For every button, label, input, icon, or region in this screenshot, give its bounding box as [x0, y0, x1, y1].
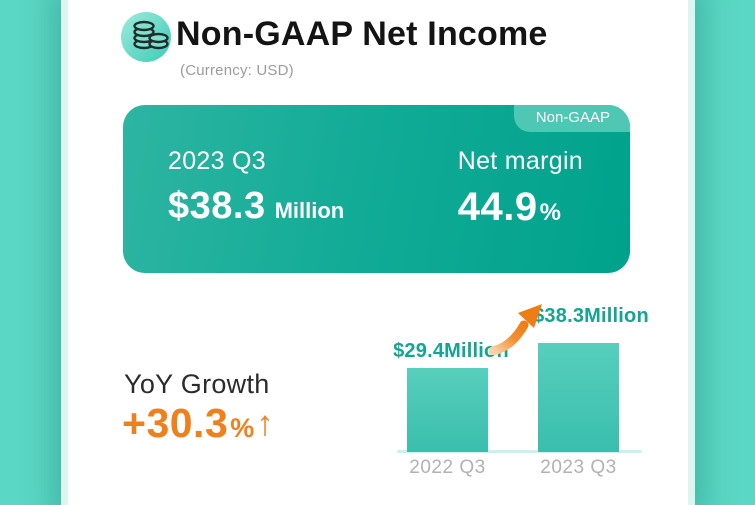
page-title: Non-GAAP Net Income — [176, 15, 548, 53]
yoy-growth-value: +30.3 % ↑ — [122, 400, 274, 447]
currency-note: (Currency: USD) — [180, 62, 294, 79]
margin-value: 44.9 — [457, 185, 538, 229]
income-value-row: $38.3 Million — [168, 185, 344, 228]
up-arrow-icon: ↑ — [256, 403, 274, 443]
margin-column: Net margin 44.9 % — [458, 147, 583, 230]
period-label: 2023 Q3 — [168, 147, 267, 175]
growth-trend-arrow-icon — [488, 301, 546, 360]
summary-columns: 2023 Q3 $38.3 Million Net margin 44.9 % — [123, 105, 630, 230]
income-unit: Million — [274, 198, 345, 223]
margin-value-row: 44.9 % — [458, 185, 583, 230]
margin-unit: % — [539, 199, 561, 226]
bar-value-label-2023: $38.3Million — [533, 305, 649, 327]
growth-percent-sign: % — [230, 413, 255, 443]
coins-icon — [120, 11, 172, 63]
content-card: Non-GAAP Net Income (Currency: USD) Non-… — [68, 0, 688, 505]
x-axis-label-2023: 2023 Q3 — [540, 457, 617, 478]
chart-baseline — [397, 450, 642, 453]
bar-2022-q3 — [407, 368, 488, 452]
yoy-growth-label: YoY Growth — [124, 369, 270, 399]
x-axis-label-2022: 2022 Q3 — [409, 457, 486, 478]
non-gaap-badge: Non-GAAP — [513, 105, 630, 132]
income-value: $38.3 — [168, 185, 266, 227]
bar-2023-q3 — [538, 343, 619, 452]
summary-card: Non-GAAP 2023 Q3 $38.3 Million Net margi… — [123, 105, 630, 273]
income-column: 2023 Q3 $38.3 Million — [168, 147, 344, 230]
margin-label: Net margin — [457, 147, 583, 175]
bar-value-label-2022: $29.4Million — [393, 340, 509, 362]
growth-percent: +30.3 — [122, 400, 229, 446]
